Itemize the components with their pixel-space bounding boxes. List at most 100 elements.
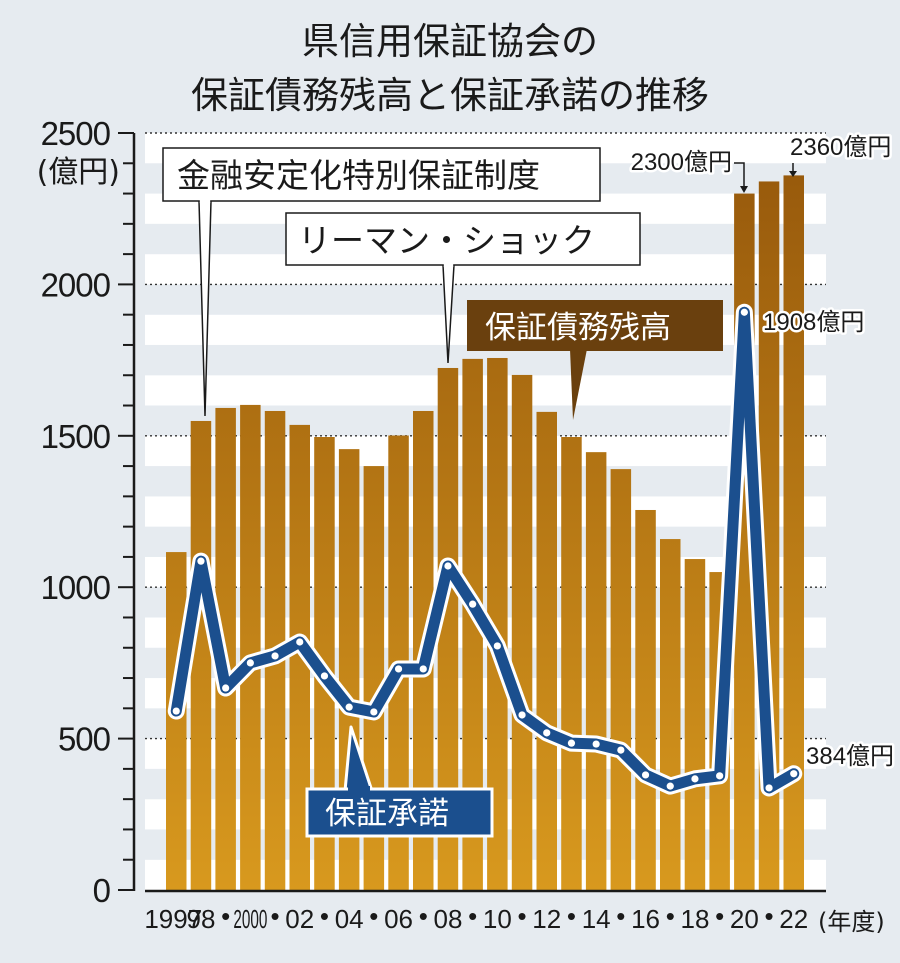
arrowhead-2300 [740, 186, 748, 193]
title-line-2: 保証債務残高と保証承諾の推移 [191, 74, 709, 117]
line-point [320, 672, 329, 680]
bar [536, 411, 557, 890]
line-point [592, 740, 600, 748]
line-point [691, 775, 699, 783]
line-path [170, 306, 800, 794]
bar [635, 509, 656, 890]
x-tick-label: 14 [582, 904, 611, 934]
gridlines [145, 132, 826, 740]
bar [487, 357, 508, 890]
line-point [345, 703, 353, 711]
bar [289, 424, 310, 890]
bar [190, 420, 212, 890]
legend-approvals: 保証承諾 [305, 725, 494, 838]
x-tick-dot: • [369, 901, 378, 931]
x-tick-dot: • [764, 901, 773, 931]
y-tick-label: 1000 [41, 569, 111, 606]
value-annotations: 2300億円 2360億円 1908億円 384億円 [628, 132, 896, 773]
line-point [543, 729, 551, 737]
bar [561, 437, 582, 890]
legend-text: 保証承諾 [325, 796, 449, 832]
y-tick-label: 1500 [41, 418, 111, 455]
line-point [518, 711, 526, 719]
x-tick-label: 20 [730, 904, 759, 934]
x-tick-label: 08 [433, 904, 462, 934]
x-tick-dot: • [320, 901, 329, 931]
x-tick-dot: • [468, 901, 477, 931]
x-tick-label: 02 [285, 904, 314, 934]
bar [610, 469, 632, 890]
bar [684, 559, 706, 890]
bar [240, 404, 261, 890]
y-tick-label: 500 [58, 721, 111, 758]
line-point [641, 771, 650, 779]
line-point [765, 784, 773, 792]
line-point [172, 707, 180, 715]
line-point [567, 739, 576, 747]
arrow-2300 [734, 162, 745, 191]
x-tick-dot: • [419, 901, 428, 931]
line-point [617, 746, 625, 754]
legend-pointer [570, 349, 587, 420]
y-tick-label: 0 [93, 872, 111, 909]
callout-text: リーマン・ショック [298, 221, 595, 260]
x-tick-label: 16 [631, 904, 660, 934]
line-point [394, 665, 403, 673]
x-tick-dot: • [666, 901, 675, 931]
x-tick-label: 22 [779, 904, 808, 934]
callout-joint [199, 199, 211, 203]
y-axis: 0 500 1000 1500 2000 2500 (億円) [37, 115, 136, 909]
label-2300: 2300億円 [631, 149, 732, 176]
x-tick-dot: • [270, 901, 279, 931]
label-1908: 1908億円 [763, 309, 864, 336]
callout-text: 金融安定化特別保証制度 [177, 156, 540, 195]
x-tick-dot: • [715, 901, 724, 931]
line-point [222, 684, 230, 692]
y-tick-label: 2000 [41, 266, 111, 303]
bar [437, 367, 459, 891]
callout-box [162, 147, 601, 202]
bar [166, 552, 187, 890]
bar [462, 358, 483, 890]
line-point [370, 708, 378, 716]
background-band [145, 375, 826, 406]
bar [585, 452, 607, 890]
line-point [271, 652, 279, 660]
bar [511, 374, 533, 890]
x-tick-label: 06 [384, 904, 413, 934]
callout-financial-stabilization: 金融安定化特別保証制度 [162, 147, 601, 417]
legend-balance: 保証債務残高 [467, 300, 723, 420]
callout-box [285, 212, 641, 266]
x-tick-dot: • [221, 901, 230, 931]
bar [783, 175, 804, 891]
line-point [419, 665, 427, 673]
legend-box [467, 300, 723, 351]
line-point [790, 770, 798, 778]
arrowhead-2360 [789, 171, 797, 177]
line-point [740, 308, 748, 316]
label-2360: 2360億円 [790, 134, 891, 161]
line-point [469, 600, 477, 608]
x-tick-label: 2000 [233, 904, 267, 934]
callout-joint [443, 263, 454, 267]
x-tick-dot: • [517, 901, 526, 931]
x-tick-label: 04 [335, 904, 364, 934]
legend-text: 保証債務残高 [485, 310, 671, 346]
line-point [246, 659, 254, 667]
x-tick-dot: • [567, 901, 576, 931]
y-axis-unit: (億円) [37, 155, 120, 190]
line-point [296, 638, 304, 646]
bar-series-balance [166, 175, 804, 891]
line-point [666, 782, 674, 790]
line-point [716, 772, 724, 780]
line-point [444, 562, 452, 570]
label-384: 384億円 [806, 743, 894, 770]
callout-lehman-shock: リーマン・ショック [285, 212, 641, 364]
bar [660, 539, 681, 890]
legend-box [305, 787, 494, 838]
x-tick-dot: • [616, 901, 625, 931]
line-point [493, 642, 501, 650]
y-ticks: 0 500 1000 1500 2000 2500 [41, 115, 134, 909]
